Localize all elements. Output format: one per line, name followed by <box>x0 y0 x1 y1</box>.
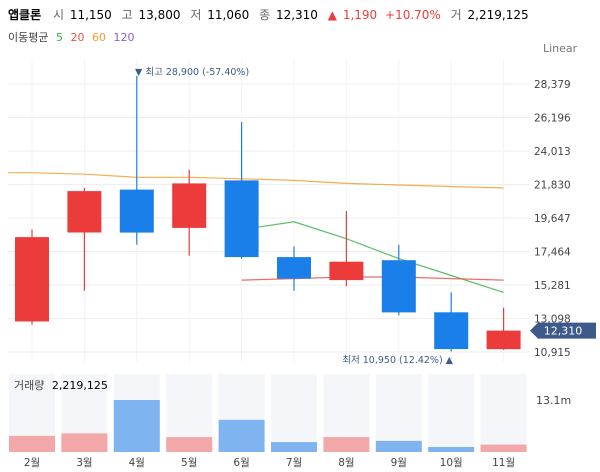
volume-bar[interactable] <box>428 447 475 452</box>
volume-bar[interactable] <box>218 419 265 452</box>
candle-body[interactable] <box>119 189 154 233</box>
x-tick-label: 10월 <box>440 457 463 469</box>
candle-body[interactable] <box>67 191 102 233</box>
y-tick-label: 15,281 <box>534 280 571 292</box>
ma-line-20 <box>241 276 504 281</box>
volume-bar[interactable] <box>375 440 422 452</box>
x-tick-label: 5월 <box>181 457 197 469</box>
volume-bar-bg <box>428 374 475 452</box>
candle-body[interactable] <box>486 330 521 350</box>
ma-legend-5[interactable]: 5 <box>56 31 63 44</box>
volume-bar-bg <box>480 374 527 452</box>
scale-toggle[interactable]: Linear <box>543 42 578 55</box>
max-annotation: ▼ 최고 28,900 (-57.40%) <box>135 67 249 78</box>
y-tick-label: 24,013 <box>534 146 571 158</box>
current-price-tag: 12,310 <box>530 322 596 339</box>
ma-legend-20[interactable]: 20 <box>70 31 84 44</box>
y-tick-label: 19,647 <box>534 213 571 225</box>
x-tick-label: 6월 <box>233 457 249 469</box>
volume-bar[interactable] <box>113 400 160 452</box>
candle-body[interactable] <box>224 180 259 258</box>
x-tick-label: 2월 <box>24 457 40 469</box>
candle-body[interactable] <box>172 183 207 228</box>
volume-max-label: 13.1m <box>536 394 571 407</box>
volume-bars <box>9 374 527 452</box>
change-arrow-icon: ▲ <box>328 8 338 22</box>
low-label: 저 <box>190 8 201 22</box>
ma-legend: 이동평균 5 20 60 120 <box>8 31 134 44</box>
y-tick-label: 28,379 <box>534 79 571 91</box>
volume-panel-value: 2,219,125 <box>52 379 108 392</box>
volume-value: 2,219,125 <box>468 8 529 22</box>
volume-bar[interactable] <box>323 437 370 452</box>
x-tick-label: 7월 <box>286 457 302 469</box>
change-pct: +10.70% <box>385 8 441 22</box>
y-tick-label: 10,915 <box>534 347 571 359</box>
candlesticks <box>15 76 521 352</box>
volume-label: 거 <box>451 8 462 22</box>
candle-body[interactable] <box>434 312 469 350</box>
low-value: 11,060 <box>207 8 249 22</box>
volume-bar[interactable] <box>166 437 213 452</box>
stock-name: 앱클론 <box>8 7 41 22</box>
candle-body[interactable] <box>329 261 364 281</box>
ma-legend-120[interactable]: 120 <box>113 31 134 44</box>
volume-panel-title: 거래량 2,219,125 <box>14 379 108 392</box>
candle-body[interactable] <box>15 237 49 322</box>
header-line: 앱클론 시 11,150 고 13,800 저 11,060 종 12,310 … <box>8 7 529 22</box>
y-axis-ticks: 10,915 13,098 15,281 17,464 19,647 21,830 24,0… <box>534 79 571 359</box>
y-tick-label: 13,098 <box>534 314 571 326</box>
candle-body[interactable] <box>381 260 416 313</box>
x-axis-labels: 2월 3월 4월 5월 6월 7월 8월 9월 10월 11월 <box>24 457 515 469</box>
ma-legend-label: 이동평균 <box>8 31 48 44</box>
x-tick-label: 4월 <box>129 457 145 469</box>
current-price-tag-shape <box>530 322 596 339</box>
y-tick-label: 21,830 <box>534 180 571 192</box>
x-tick-label: 8월 <box>338 457 354 469</box>
volume-bar[interactable] <box>480 444 527 452</box>
current-price-tag-text: 12,310 <box>544 325 583 338</box>
change-value: 1,190 <box>343 8 377 22</box>
min-annotation: 최저 10,950 (12.42%) ▲ <box>342 355 453 366</box>
x-tick-label: 11월 <box>492 457 515 469</box>
high-label: 고 <box>122 8 133 22</box>
volume-bar[interactable] <box>61 433 108 452</box>
close-label: 종 <box>259 8 270 22</box>
ma-legend-60[interactable]: 60 <box>92 31 106 44</box>
volume-bar-bg <box>375 374 422 452</box>
candle-body[interactable] <box>277 257 311 279</box>
volume-bar[interactable] <box>271 442 317 452</box>
close-value: 12,310 <box>276 8 318 22</box>
x-tick-label: 9월 <box>391 457 407 469</box>
y-tick-label: 17,464 <box>534 247 571 259</box>
open-value: 11,150 <box>70 8 112 22</box>
y-tick-label: 26,196 <box>534 113 571 125</box>
volume-bar-bg <box>271 374 317 452</box>
high-value: 13,800 <box>139 8 181 22</box>
x-tick-label: 3월 <box>76 457 92 469</box>
volume-panel-label: 거래량 <box>14 379 44 392</box>
open-label: 시 <box>53 8 64 22</box>
volume-bar[interactable] <box>9 435 55 452</box>
